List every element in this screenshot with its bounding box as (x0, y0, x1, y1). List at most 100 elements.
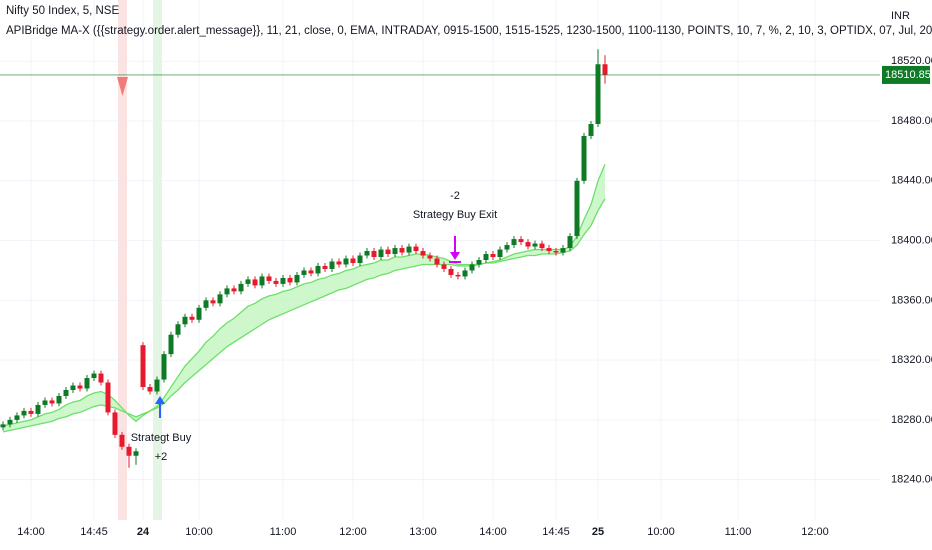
candle-body (560, 248, 566, 253)
candle-body (294, 274, 300, 283)
candle-body (245, 279, 251, 284)
candle-body (168, 334, 174, 355)
candle-body (49, 400, 55, 404)
candle-body (133, 451, 139, 456)
candle-body (14, 415, 20, 420)
candle-body (385, 249, 391, 255)
candle-body (595, 64, 601, 125)
candle-body (252, 279, 258, 286)
candle-body (539, 243, 545, 249)
candle-body (455, 274, 461, 277)
candle-body (287, 277, 293, 283)
candle-body (217, 294, 223, 304)
currency: INR (891, 10, 910, 22)
buy-arrow-head (155, 396, 165, 404)
candle-body (112, 412, 118, 435)
x-tick-label: 25 (592, 526, 604, 538)
exit-label: Strategy Buy Exit (413, 209, 497, 221)
candle-body (77, 385, 83, 389)
candle-body (350, 258, 356, 263)
candle-body (497, 249, 503, 258)
candle-body (0, 424, 6, 428)
candle-body (413, 246, 419, 252)
candle-body (147, 387, 153, 392)
candle-body (189, 316, 195, 320)
candle-body (154, 379, 160, 392)
x-tick-label: 13:00 (409, 526, 437, 538)
ema-line (2, 198, 606, 433)
candle-body (378, 249, 384, 258)
ema-line (2, 164, 606, 427)
candle-body (546, 248, 552, 252)
x-tick-label: 10:00 (647, 526, 675, 538)
candle-body (140, 345, 146, 388)
x-tick-label: 24 (137, 526, 150, 538)
candle-body (574, 180, 580, 237)
last-price-label: 18510.85 (885, 69, 931, 81)
x-tick-label: 14:45 (80, 526, 108, 538)
candle-body (42, 400, 48, 405)
x-tick-label: 14:00 (479, 526, 507, 538)
signal-band (153, 0, 162, 520)
x-tick-label: 12:00 (801, 526, 829, 538)
candle-body (483, 254, 489, 260)
candle-body (511, 239, 517, 246)
candle-body (329, 261, 335, 269)
candle-body (238, 283, 244, 292)
candle-body (28, 410, 34, 414)
candle-body (203, 300, 209, 308)
plot-area (0, 49, 880, 468)
candle-body (581, 135, 587, 181)
candle-body (273, 280, 279, 284)
candle-body (406, 246, 412, 253)
candle-body (308, 270, 314, 274)
candle-body (161, 354, 167, 380)
axes: 18240.00 18280.00 18320.00 18360.00 18400.00… (17, 55, 932, 538)
exit-arrow-head (450, 252, 460, 260)
exit-signal: -2 Strategy Buy Exit (413, 190, 497, 263)
candle-body (7, 419, 13, 425)
candle-body (105, 382, 111, 413)
candle-body (518, 239, 524, 243)
candle-body (490, 254, 496, 258)
candle-body (469, 264, 475, 271)
candle-body (399, 248, 405, 253)
candle-body (553, 251, 559, 253)
candle-body (315, 265, 321, 274)
candle-body (525, 242, 531, 247)
candle-body (224, 288, 230, 295)
y-tick-label: 18320.00 (891, 354, 932, 366)
candle-body (21, 410, 27, 416)
candle-body (602, 64, 608, 75)
y-tick-label: 18480.00 (891, 115, 932, 127)
candle-body (70, 385, 76, 390)
x-tick-label: 11:00 (725, 526, 752, 538)
exit-qty: -2 (450, 190, 460, 202)
x-tick-label: 11:00 (270, 526, 297, 538)
y-tick-label: 18360.00 (891, 294, 932, 306)
candle-body (357, 255, 363, 263)
candle-body (182, 316, 188, 325)
candle-body (63, 390, 69, 396)
sell-marker (117, 77, 128, 96)
last-price-box (882, 65, 930, 84)
candle-body (210, 300, 216, 304)
x-tick-label: 12:00 (339, 526, 367, 538)
candle-body (364, 251, 370, 256)
x-tick-label: 14:45 (542, 526, 570, 538)
candle-body (126, 446, 132, 456)
candle-body (434, 258, 440, 265)
candle-body (301, 270, 307, 275)
y-tick-label: 18440.00 (891, 175, 932, 187)
buy-signal: Strategt Buy +2 (131, 396, 192, 463)
x-tick-label: 14:00 (17, 526, 45, 538)
candle-body (259, 276, 265, 286)
candle-body (231, 288, 237, 292)
chart-title: Nifty 50 Index, 5, NSE (6, 5, 119, 17)
candle-body (196, 307, 202, 320)
candle-body (476, 260, 482, 265)
candle-body (567, 236, 573, 249)
y-tick-label: 18520.00 (891, 55, 932, 67)
candle-body (441, 264, 447, 269)
